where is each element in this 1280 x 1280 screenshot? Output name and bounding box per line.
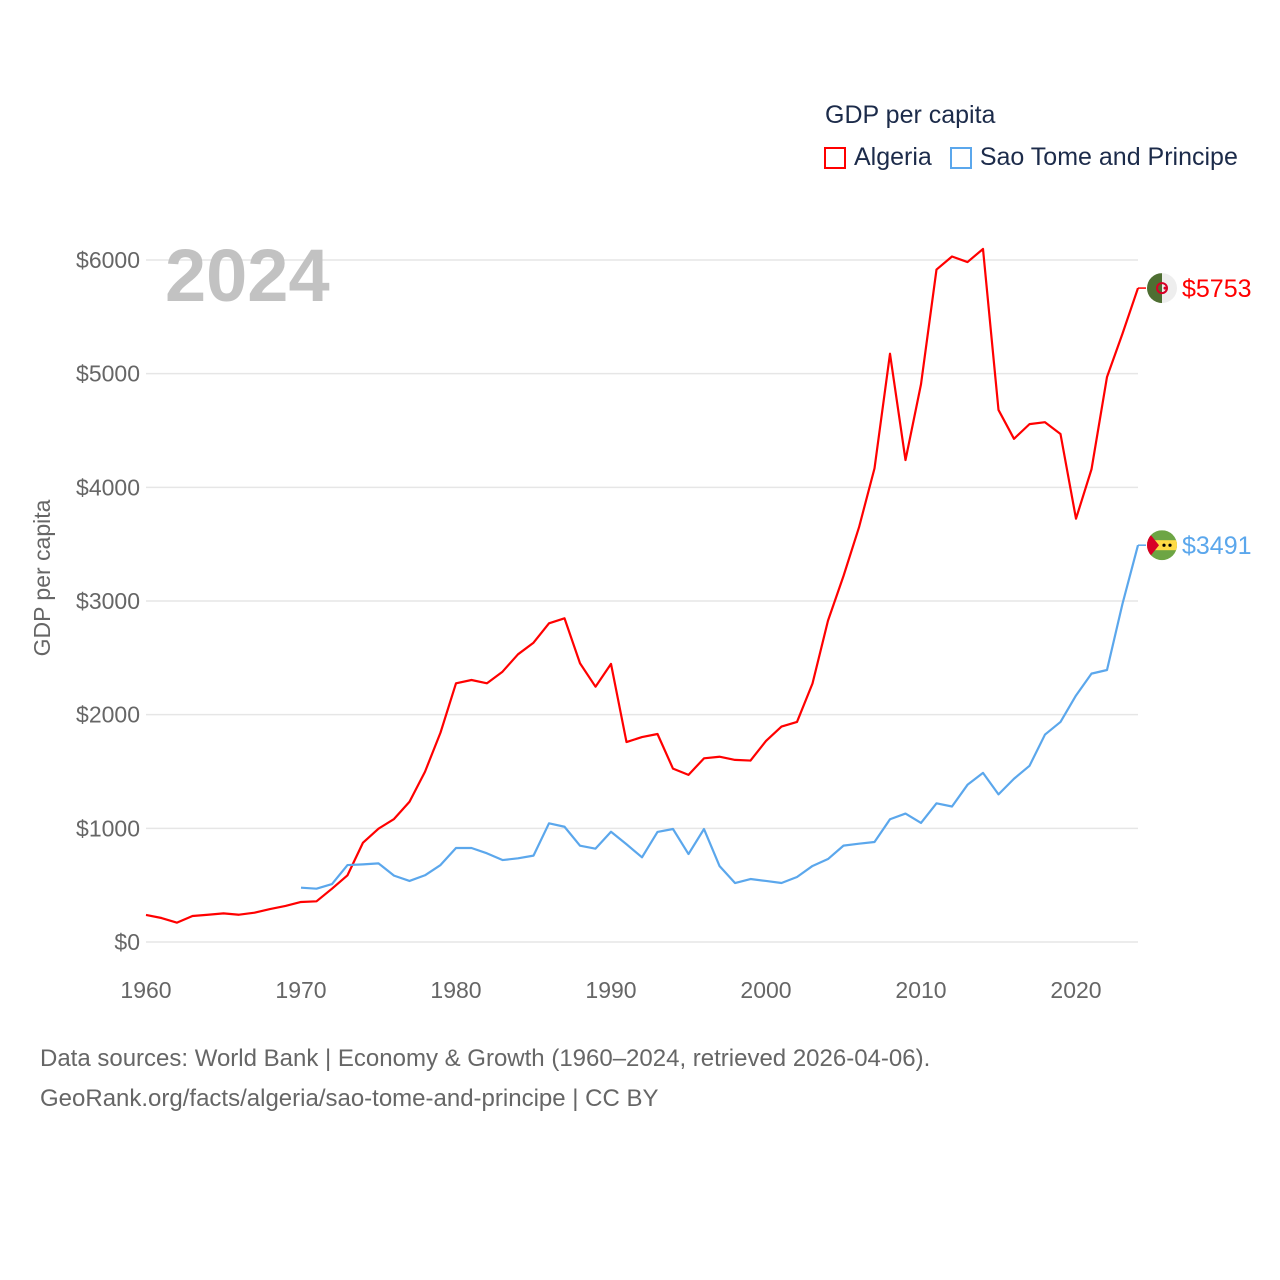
- y-tick-label: $4000: [76, 474, 140, 500]
- x-tick-label: 1970: [275, 977, 326, 1003]
- legend-item-algeria[interactable]: Algeria: [824, 143, 932, 172]
- y-tick-label: $3000: [76, 588, 140, 614]
- x-tick-label: 1990: [585, 977, 636, 1003]
- legend-label-sao-tome: Sao Tome and Principe: [979, 143, 1238, 171]
- x-tick-label: 1980: [430, 977, 481, 1003]
- x-tick-label: 2000: [740, 977, 791, 1003]
- series-lines: [145, 247, 1140, 924]
- algeria-flag-icon: [1147, 273, 1177, 304]
- x-tick-label: 2020: [1050, 977, 1101, 1003]
- x-tick-label: 2010: [895, 977, 946, 1003]
- year-label: 2024: [165, 234, 330, 317]
- series-line-algeria: [145, 247, 1140, 924]
- legend-swatch-algeria: [824, 146, 846, 169]
- legend: Algeria Sao Tome and Principe: [824, 143, 1256, 172]
- y-tick-label: $5000: [76, 361, 140, 387]
- series-line-sao-tome: [300, 544, 1140, 890]
- y-tick-label: $0: [114, 929, 140, 955]
- y-tick-label: $2000: [76, 702, 140, 728]
- y-tick-label: $1000: [76, 815, 140, 841]
- sao-tome-flag-icon: [1147, 530, 1177, 561]
- x-axis-ticks: 1960 1970 1980 1990 2000 2010 2020: [120, 977, 1101, 1003]
- legend-label-algeria: Algeria: [854, 143, 932, 171]
- legend-swatch-sao-tome: [949, 146, 972, 169]
- end-value-label: $5753: [1182, 275, 1252, 303]
- footer-link[interactable]: GeoRank.org/facts/algeria/sao-tome-and-p…: [40, 1085, 659, 1112]
- footer-sources: Data sources: World Bank | Economy & Gro…: [40, 1045, 931, 1072]
- x-tick-label: 1960: [120, 977, 171, 1003]
- legend-title: GDP per capita: [825, 101, 996, 129]
- y-axis-ticks: $0 $1000 $2000 $3000 $4000 $5000 $6000: [76, 247, 140, 955]
- series-end-labels: $5753 $3491: [1138, 273, 1252, 561]
- end-value-label: $3491: [1182, 532, 1252, 560]
- grid: [146, 259, 1138, 943]
- legend-item-sao-tome[interactable]: Sao Tome and Principe: [949, 143, 1238, 172]
- y-tick-label: $6000: [76, 247, 140, 273]
- y-axis-label: GDP per capita: [29, 499, 55, 656]
